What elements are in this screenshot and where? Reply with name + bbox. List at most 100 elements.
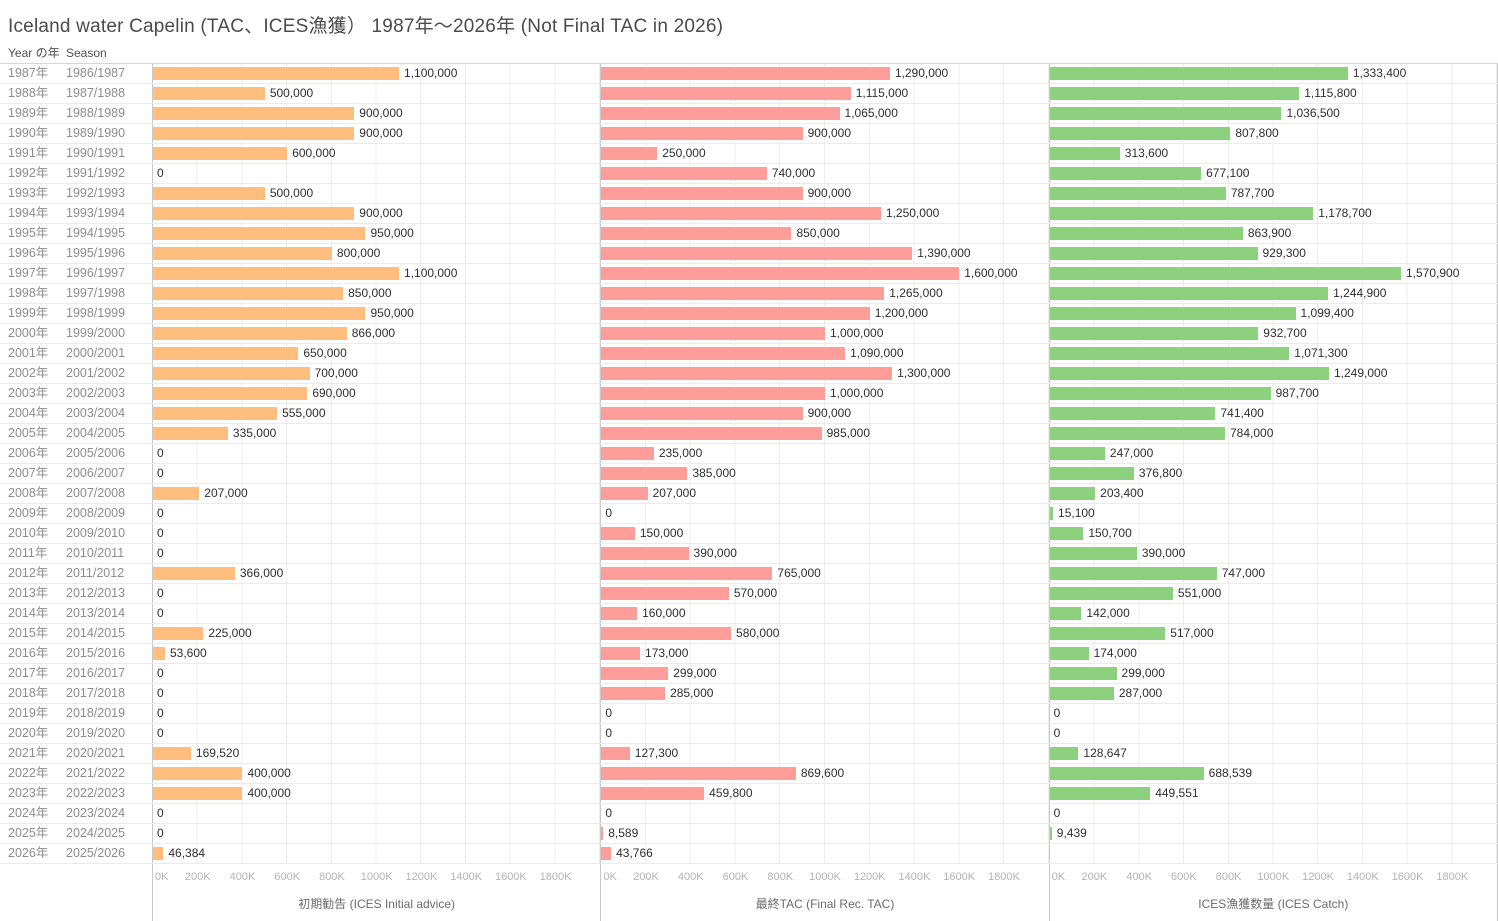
- advice-bar[interactable]: [153, 67, 400, 80]
- catch-bar[interactable]: [1049, 227, 1243, 240]
- catch-bar[interactable]: [1049, 507, 1054, 520]
- tac-bar[interactable]: [601, 627, 732, 640]
- tac-bar[interactable]: [601, 327, 825, 340]
- advice-bar[interactable]: [153, 487, 200, 500]
- advice-bar[interactable]: [153, 187, 265, 200]
- tac-bar[interactable]: [601, 147, 658, 160]
- advice-bar[interactable]: [153, 247, 332, 260]
- catch-bar[interactable]: [1049, 87, 1300, 100]
- catch-bar[interactable]: [1049, 287, 1329, 300]
- catch-bar[interactable]: [1049, 427, 1225, 440]
- catch-bar[interactable]: [1049, 367, 1329, 380]
- tac-bar[interactable]: [601, 107, 840, 120]
- advice-bar[interactable]: [153, 747, 191, 760]
- tac-bar[interactable]: [601, 747, 630, 760]
- catch-bar[interactable]: [1049, 527, 1084, 540]
- catch-bar[interactable]: [1049, 347, 1290, 360]
- catch-bar[interactable]: [1049, 787, 1151, 800]
- tac-bar[interactable]: [601, 447, 654, 460]
- catch-bar[interactable]: [1049, 647, 1089, 660]
- catch-bar[interactable]: [1049, 487, 1096, 500]
- advice-bar[interactable]: [153, 207, 355, 220]
- tac-bar[interactable]: [601, 267, 960, 280]
- advice-bar[interactable]: [153, 787, 243, 800]
- catch-bar[interactable]: [1049, 467, 1134, 480]
- advice-bar[interactable]: [153, 307, 366, 320]
- catch-bar[interactable]: [1049, 587, 1173, 600]
- tac-bar[interactable]: [601, 207, 881, 220]
- tac-bar[interactable]: [601, 227, 792, 240]
- tac-bar[interactable]: [601, 567, 773, 580]
- advice-bar[interactable]: [153, 147, 288, 160]
- tac-bar[interactable]: [601, 87, 851, 100]
- advice-bar[interactable]: [153, 287, 344, 300]
- advice-bar[interactable]: [153, 347, 299, 360]
- catch-bar[interactable]: [1049, 247, 1258, 260]
- tac-bar[interactable]: [601, 187, 803, 200]
- tac-bar[interactable]: [601, 487, 648, 500]
- catch-bar[interactable]: [1049, 547, 1137, 560]
- tac-bar[interactable]: [601, 547, 689, 560]
- catch-bar[interactable]: [1049, 67, 1348, 80]
- advice-bar[interactable]: [153, 367, 310, 380]
- tac-bar[interactable]: [601, 667, 669, 680]
- catch-bar[interactable]: [1049, 327, 1259, 340]
- catch-bar[interactable]: [1049, 627, 1166, 640]
- catch-bar[interactable]: [1049, 147, 1120, 160]
- tac-bar[interactable]: [601, 347, 846, 360]
- tac-bar[interactable]: [601, 287, 885, 300]
- advice-bar[interactable]: [153, 267, 400, 280]
- catch-bar[interactable]: [1049, 407, 1216, 420]
- advice-bar[interactable]: [153, 407, 278, 420]
- advice-bar[interactable]: [153, 427, 228, 440]
- catch-bar[interactable]: [1049, 107, 1282, 120]
- panel-header-advice: [152, 44, 601, 63]
- advice-bar[interactable]: [153, 127, 355, 140]
- tac-bar[interactable]: [601, 847, 612, 860]
- tac-bar[interactable]: [601, 307, 870, 320]
- advice-bar[interactable]: [153, 567, 235, 580]
- tac-bar[interactable]: [601, 767, 796, 780]
- tac-bar[interactable]: [601, 647, 641, 660]
- catch-bar[interactable]: [1049, 747, 1079, 760]
- tac-bar[interactable]: [601, 467, 688, 480]
- advice-bar[interactable]: [153, 327, 347, 340]
- tac-bar[interactable]: [601, 127, 803, 140]
- tac-bar[interactable]: [601, 367, 893, 380]
- advice-bar[interactable]: [153, 627, 204, 640]
- tac-bar[interactable]: [601, 587, 729, 600]
- catch-bar[interactable]: [1049, 387, 1271, 400]
- tac-bar[interactable]: [601, 387, 825, 400]
- catch-bar[interactable]: [1049, 447, 1105, 460]
- tac-bar[interactable]: [601, 167, 767, 180]
- catch-bar[interactable]: [1049, 267, 1401, 280]
- tac-bar[interactable]: [601, 427, 822, 440]
- advice-bar[interactable]: [153, 847, 164, 860]
- tac-bar[interactable]: [601, 247, 913, 260]
- advice-bar[interactable]: [153, 227, 366, 240]
- advice-bar[interactable]: [153, 87, 265, 100]
- catch-bar[interactable]: [1049, 827, 1052, 840]
- catch-bar[interactable]: [1049, 667, 1117, 680]
- tac-bar[interactable]: [601, 787, 705, 800]
- advice-bar[interactable]: [153, 647, 165, 660]
- year-label: 2016年: [8, 646, 49, 660]
- advice-bar[interactable]: [153, 107, 355, 120]
- catch-bar[interactable]: [1049, 307, 1296, 320]
- tac-bar[interactable]: [601, 827, 604, 840]
- advice-bar[interactable]: [153, 767, 243, 780]
- tac-bar[interactable]: [601, 687, 666, 700]
- catch-bar[interactable]: [1049, 207, 1314, 220]
- tac-bar[interactable]: [601, 407, 803, 420]
- tac-bar[interactable]: [601, 607, 638, 620]
- catch-bar[interactable]: [1049, 187, 1226, 200]
- advice-bar[interactable]: [153, 387, 308, 400]
- tac-bar[interactable]: [601, 527, 635, 540]
- catch-bar[interactable]: [1049, 607, 1082, 620]
- catch-bar[interactable]: [1049, 167, 1202, 180]
- catch-bar[interactable]: [1049, 567, 1217, 580]
- catch-bar[interactable]: [1049, 767, 1204, 780]
- catch-bar[interactable]: [1049, 127, 1231, 140]
- catch-bar[interactable]: [1049, 687, 1114, 700]
- tac-bar[interactable]: [601, 67, 890, 80]
